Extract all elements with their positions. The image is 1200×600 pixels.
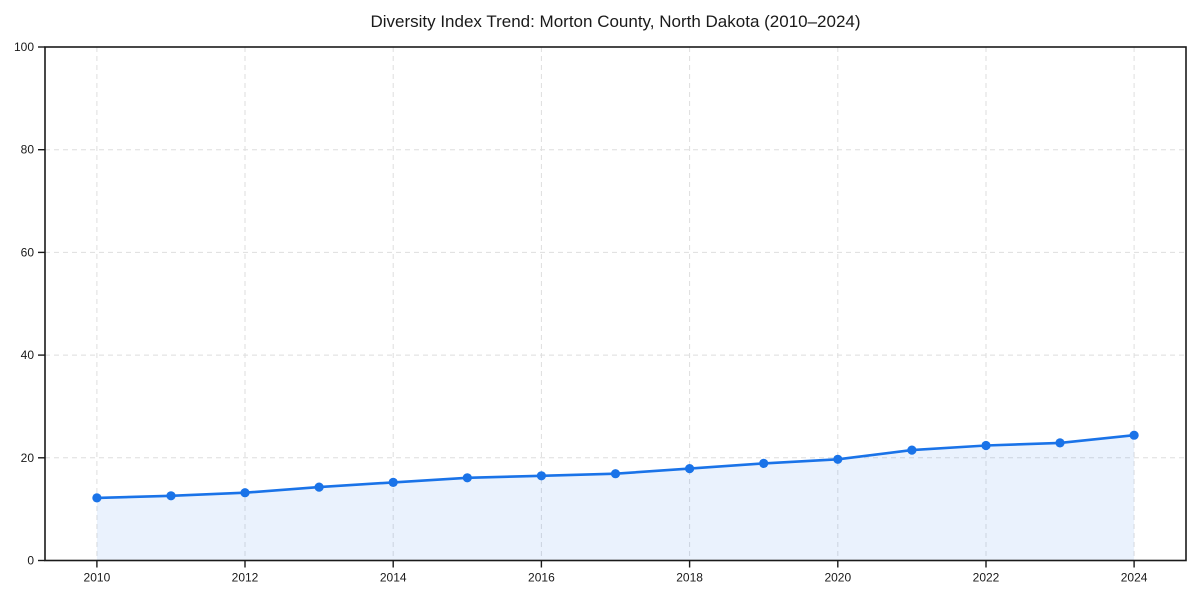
data-point-marker bbox=[536, 471, 547, 481]
data-point-marker bbox=[92, 493, 102, 503]
data-point-marker bbox=[462, 473, 472, 483]
area-fill bbox=[96, 435, 1135, 561]
data-point-marker bbox=[759, 458, 769, 468]
data-point-marker bbox=[833, 454, 843, 464]
data-point-marker bbox=[685, 464, 695, 474]
x-tick-label: 2022 bbox=[973, 571, 1000, 585]
x-tick-label: 2018 bbox=[676, 571, 703, 585]
data-point-marker bbox=[388, 477, 398, 487]
data-point-marker bbox=[981, 440, 991, 451]
data-point-marker bbox=[166, 491, 176, 501]
x-tick-label: 2014 bbox=[380, 571, 407, 585]
y-tick-label: 80 bbox=[21, 143, 35, 157]
plot-border bbox=[44, 46, 1187, 562]
x-tick-label: 2016 bbox=[528, 571, 555, 585]
data-point-marker bbox=[610, 469, 621, 479]
data-point-marker bbox=[907, 445, 917, 455]
y-tick-label: 20 bbox=[21, 451, 35, 465]
y-tick-label: 40 bbox=[21, 348, 35, 362]
x-tick-label: 2020 bbox=[824, 571, 851, 585]
y-tick-label: 0 bbox=[27, 554, 34, 568]
x-tick-label: 2012 bbox=[232, 571, 259, 585]
x-tick-label: 2024 bbox=[1121, 571, 1148, 585]
data-point-marker bbox=[240, 488, 250, 498]
data-point-marker bbox=[1129, 430, 1139, 440]
chart-title: Diversity Index Trend: Morton County, No… bbox=[370, 12, 861, 31]
y-tick-label: 100 bbox=[14, 40, 34, 54]
x-tick-label: 2010 bbox=[84, 571, 111, 585]
data-point-marker bbox=[1055, 438, 1065, 448]
y-tick-label: 60 bbox=[21, 245, 35, 259]
data-point-marker bbox=[314, 482, 324, 492]
